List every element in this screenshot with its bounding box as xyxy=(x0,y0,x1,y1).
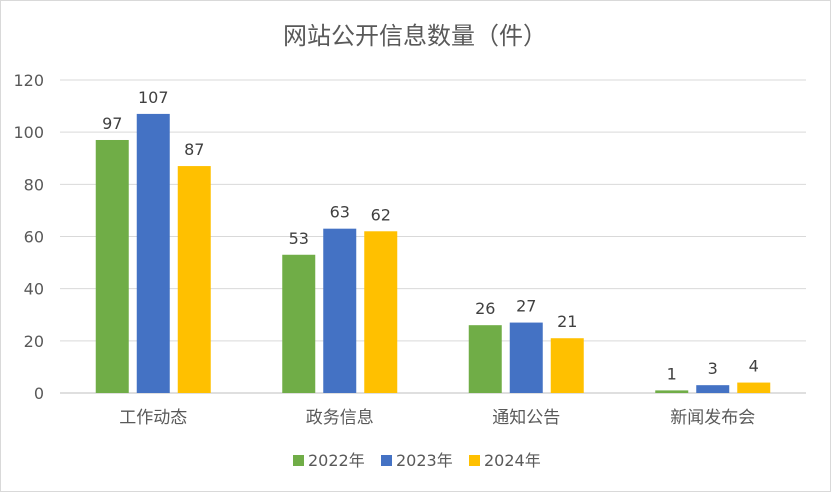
x-tick-label: 新闻发布会 xyxy=(670,408,755,428)
data-label: 26 xyxy=(475,299,495,318)
legend-label: 2023年 xyxy=(396,451,453,470)
x-axis: 工作动态 政务信息 通知公告 新闻发布会 xyxy=(119,408,755,428)
legend-swatch xyxy=(381,455,392,466)
legend-swatch xyxy=(469,455,480,466)
data-label: 62 xyxy=(371,205,391,224)
data-label: 4 xyxy=(749,357,759,376)
y-axis: 0 20 40 60 80 100 120 xyxy=(13,71,44,403)
bar xyxy=(509,322,543,393)
y-tick-label: 120 xyxy=(13,71,44,90)
y-tick-label: 100 xyxy=(13,123,44,142)
bar-series-group: 97 107 87 53 63 62 26 27 21 1 3 4 xyxy=(95,88,771,394)
y-tick-label: 40 xyxy=(24,280,44,299)
legend-item: 2022年 xyxy=(293,451,365,470)
legend-item: 2024年 xyxy=(469,451,541,470)
y-tick-label: 60 xyxy=(24,228,44,247)
x-tick-label: 政务信息 xyxy=(306,408,374,428)
legend: 2022年 2023年 2024年 xyxy=(293,451,541,470)
data-label: 87 xyxy=(184,140,204,159)
legend-label: 2024年 xyxy=(484,451,541,470)
bar xyxy=(95,139,129,393)
x-tick-label: 工作动态 xyxy=(119,408,187,428)
data-label: 21 xyxy=(557,312,577,331)
data-label: 53 xyxy=(289,229,309,248)
data-label: 97 xyxy=(102,114,122,133)
chart-title: 网站公开信息数量（件） xyxy=(283,22,547,50)
data-label: 63 xyxy=(330,203,350,222)
x-tick-label: 通知公告 xyxy=(492,408,560,428)
bar xyxy=(177,166,211,393)
y-tick-label: 20 xyxy=(24,332,44,351)
bar xyxy=(737,382,771,393)
bar xyxy=(696,385,730,393)
y-tick-label: 0 xyxy=(34,384,44,403)
bar xyxy=(655,390,689,393)
bar xyxy=(364,231,398,393)
legend-label: 2022年 xyxy=(308,451,365,470)
data-label: 1 xyxy=(667,364,677,383)
y-tick-label: 80 xyxy=(24,175,44,194)
bar xyxy=(550,338,584,393)
bar xyxy=(323,228,357,393)
data-label: 3 xyxy=(708,359,718,378)
bar xyxy=(282,254,316,393)
gridlines xyxy=(60,79,806,394)
data-label: 27 xyxy=(516,297,536,316)
data-label: 107 xyxy=(138,88,169,107)
legend-swatch xyxy=(293,455,304,466)
legend-item: 2023年 xyxy=(381,451,453,470)
bar xyxy=(136,113,170,394)
bar xyxy=(468,325,502,393)
